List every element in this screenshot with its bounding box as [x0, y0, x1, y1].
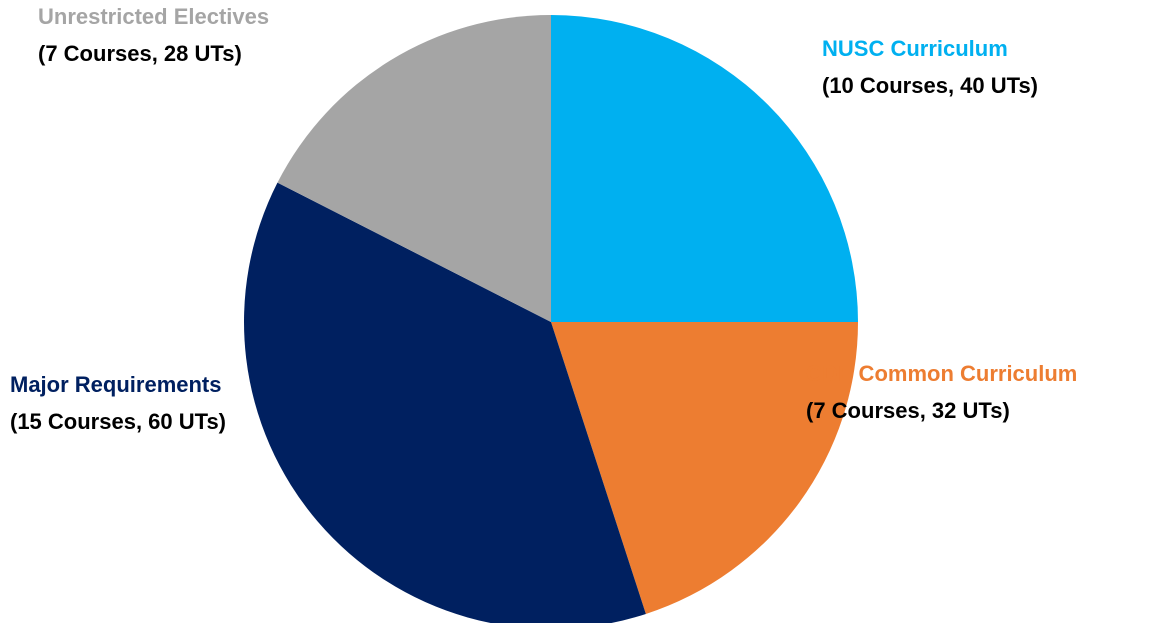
pie-slice [277, 15, 551, 322]
slice-label: CDE Common Curriculum [806, 361, 1077, 386]
slice-label: Major Requirements [10, 372, 222, 397]
value-label: (15 Courses, 60 UTs) [10, 409, 226, 434]
slice-label: NUSC Curriculum [822, 36, 1008, 61]
value-label: (7 Courses, 28 UTs) [38, 41, 242, 66]
pie-slice [244, 182, 646, 623]
pie-slice [551, 322, 858, 614]
slice-label: Unrestricted Electives [38, 4, 269, 29]
value-label: (7 Courses, 32 UTs) [806, 398, 1010, 423]
pie-slice [551, 15, 858, 322]
value-label: (10 Courses, 40 UTs) [822, 73, 1038, 98]
